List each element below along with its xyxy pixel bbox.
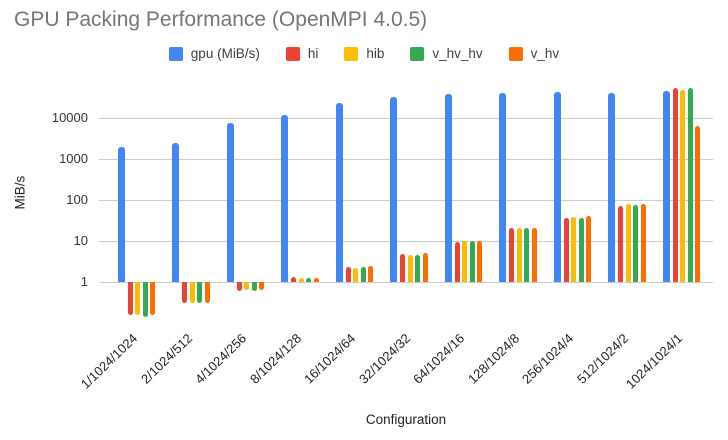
- legend-swatch-icon: [285, 46, 300, 61]
- y-tick-label: 10: [73, 232, 88, 248]
- legend-swatch-icon: [168, 46, 183, 61]
- chart-legend: gpu (MiB/s) hi hib v_hv_hv v_hv: [0, 46, 728, 61]
- bar-v-hv-hv: [415, 254, 420, 282]
- legend-item-v-hv: v_hv: [508, 46, 560, 61]
- bar-hib: [407, 255, 413, 282]
- legend-label: hib: [366, 46, 385, 61]
- bar-hi: [618, 205, 623, 282]
- x-category-label: 256/1024/4: [518, 330, 577, 387]
- legend-label: v_hv: [530, 46, 560, 61]
- bar-hib: [571, 217, 576, 282]
- bar-v-hv-hv: [578, 217, 584, 282]
- x-category-label: 32/1024/32: [355, 330, 413, 387]
- bar-v-hv: [586, 216, 591, 282]
- bar-v-hv-hv: [469, 241, 475, 282]
- bar-v-hv: [150, 281, 155, 316]
- bar-hi: [563, 218, 569, 282]
- bar-v-hv-hv: [142, 281, 148, 317]
- bar-v-hv-hv: [687, 88, 693, 282]
- bar-v-hv: [313, 277, 319, 282]
- legend-item-hib: hib: [344, 46, 384, 61]
- bar-hi: [400, 253, 405, 282]
- bar-hi: [672, 88, 678, 282]
- legend-swatch-icon: [344, 46, 359, 61]
- bar-hi: [236, 281, 242, 291]
- bar-v-hv: [531, 227, 537, 282]
- x-category-label: 16/1024/64: [300, 330, 359, 387]
- bar-v-hv: [422, 253, 428, 282]
- bar-hib: [462, 241, 467, 282]
- bar-gpu-mib-s-: [499, 93, 506, 282]
- bar-v-hv: [695, 126, 700, 282]
- bar-gpu-mib-s-: [172, 142, 179, 282]
- bar-hi: [454, 241, 460, 282]
- bar-hib: [625, 203, 631, 282]
- bar-gpu-mib-s-: [444, 94, 452, 282]
- bar-hib: [680, 89, 685, 282]
- bar-hi: [182, 281, 187, 304]
- bar-hib: [189, 281, 195, 304]
- bar-hib: [353, 267, 358, 282]
- x-category-label: 8/1024/128: [246, 330, 304, 387]
- bar-v-hv-hv: [197, 281, 202, 304]
- x-category-label: 512/1024/2: [573, 330, 631, 387]
- bar-v-hv: [368, 266, 373, 282]
- legend-item-hi: hi: [285, 46, 319, 61]
- legend-label: hi: [307, 46, 319, 61]
- x-category-label: 1024/1024/1: [622, 330, 686, 392]
- y-axis-title: MiB/s: [12, 175, 28, 210]
- bar-gpu-mib-s-: [335, 103, 343, 282]
- gridline: [99, 240, 713, 242]
- x-category-label: 64/1024/16: [409, 330, 468, 387]
- bar-v-hv: [477, 240, 482, 282]
- legend-swatch-icon: [410, 46, 425, 61]
- bar-v-hv-hv: [633, 204, 638, 282]
- bar-v-hv: [204, 281, 210, 304]
- bar-v-hv: [259, 281, 264, 291]
- y-tick-label: 1000: [59, 151, 88, 166]
- legend-item-gpu-mib-s-: gpu (MiB/s): [168, 46, 260, 61]
- legend-label: gpu (MiB/s): [190, 46, 260, 61]
- legend-swatch-icon: [508, 46, 523, 61]
- y-tick-label: 10000: [51, 110, 88, 126]
- y-tick-label: 1: [80, 273, 88, 289]
- x-category-label: 1/1024/1024: [77, 330, 141, 392]
- bar-gpu-mib-s-: [226, 122, 234, 282]
- x-axis-title: Configuration: [365, 412, 447, 427]
- bar-gpu-mib-s-: [117, 146, 125, 282]
- gridline: [99, 118, 713, 120]
- bar-gpu-mib-s-: [553, 91, 561, 282]
- legend-item-v-hv-hv: v_hv_hv: [410, 46, 483, 61]
- bar-gpu-mib-s-: [390, 97, 397, 282]
- gridline: [99, 199, 713, 201]
- gridline: [99, 281, 713, 283]
- bar-v-hv-hv: [251, 281, 257, 291]
- bar-gpu-mib-s-: [662, 90, 670, 282]
- bar-hi: [127, 281, 133, 316]
- legend-label: v_hv_hv: [432, 46, 483, 61]
- bar-v-hv-hv: [360, 266, 366, 282]
- gridline: [99, 159, 713, 160]
- bar-v-hv-hv: [306, 278, 311, 282]
- bar-hi: [509, 227, 514, 282]
- x-category-label: 128/1024/8: [464, 330, 522, 387]
- bar-hib: [244, 281, 249, 291]
- bar-hi: [291, 277, 296, 282]
- bar-gpu-mib-s-: [608, 93, 615, 282]
- y-tick-label: 100: [66, 191, 88, 207]
- bar-hib: [298, 277, 304, 282]
- bar-hib: [135, 281, 140, 316]
- chart-title: GPU Packing Performance (OpenMPI 4.0.5): [14, 8, 428, 31]
- x-category-label: 4/1024/256: [191, 330, 250, 387]
- bar-v-hv: [640, 204, 646, 282]
- bar-hi: [345, 266, 351, 282]
- bar-hib: [516, 228, 522, 282]
- x-category-label: 2/1024/512: [137, 330, 195, 387]
- bar-gpu-mib-s-: [281, 114, 288, 282]
- bar-v-hv-hv: [524, 228, 529, 282]
